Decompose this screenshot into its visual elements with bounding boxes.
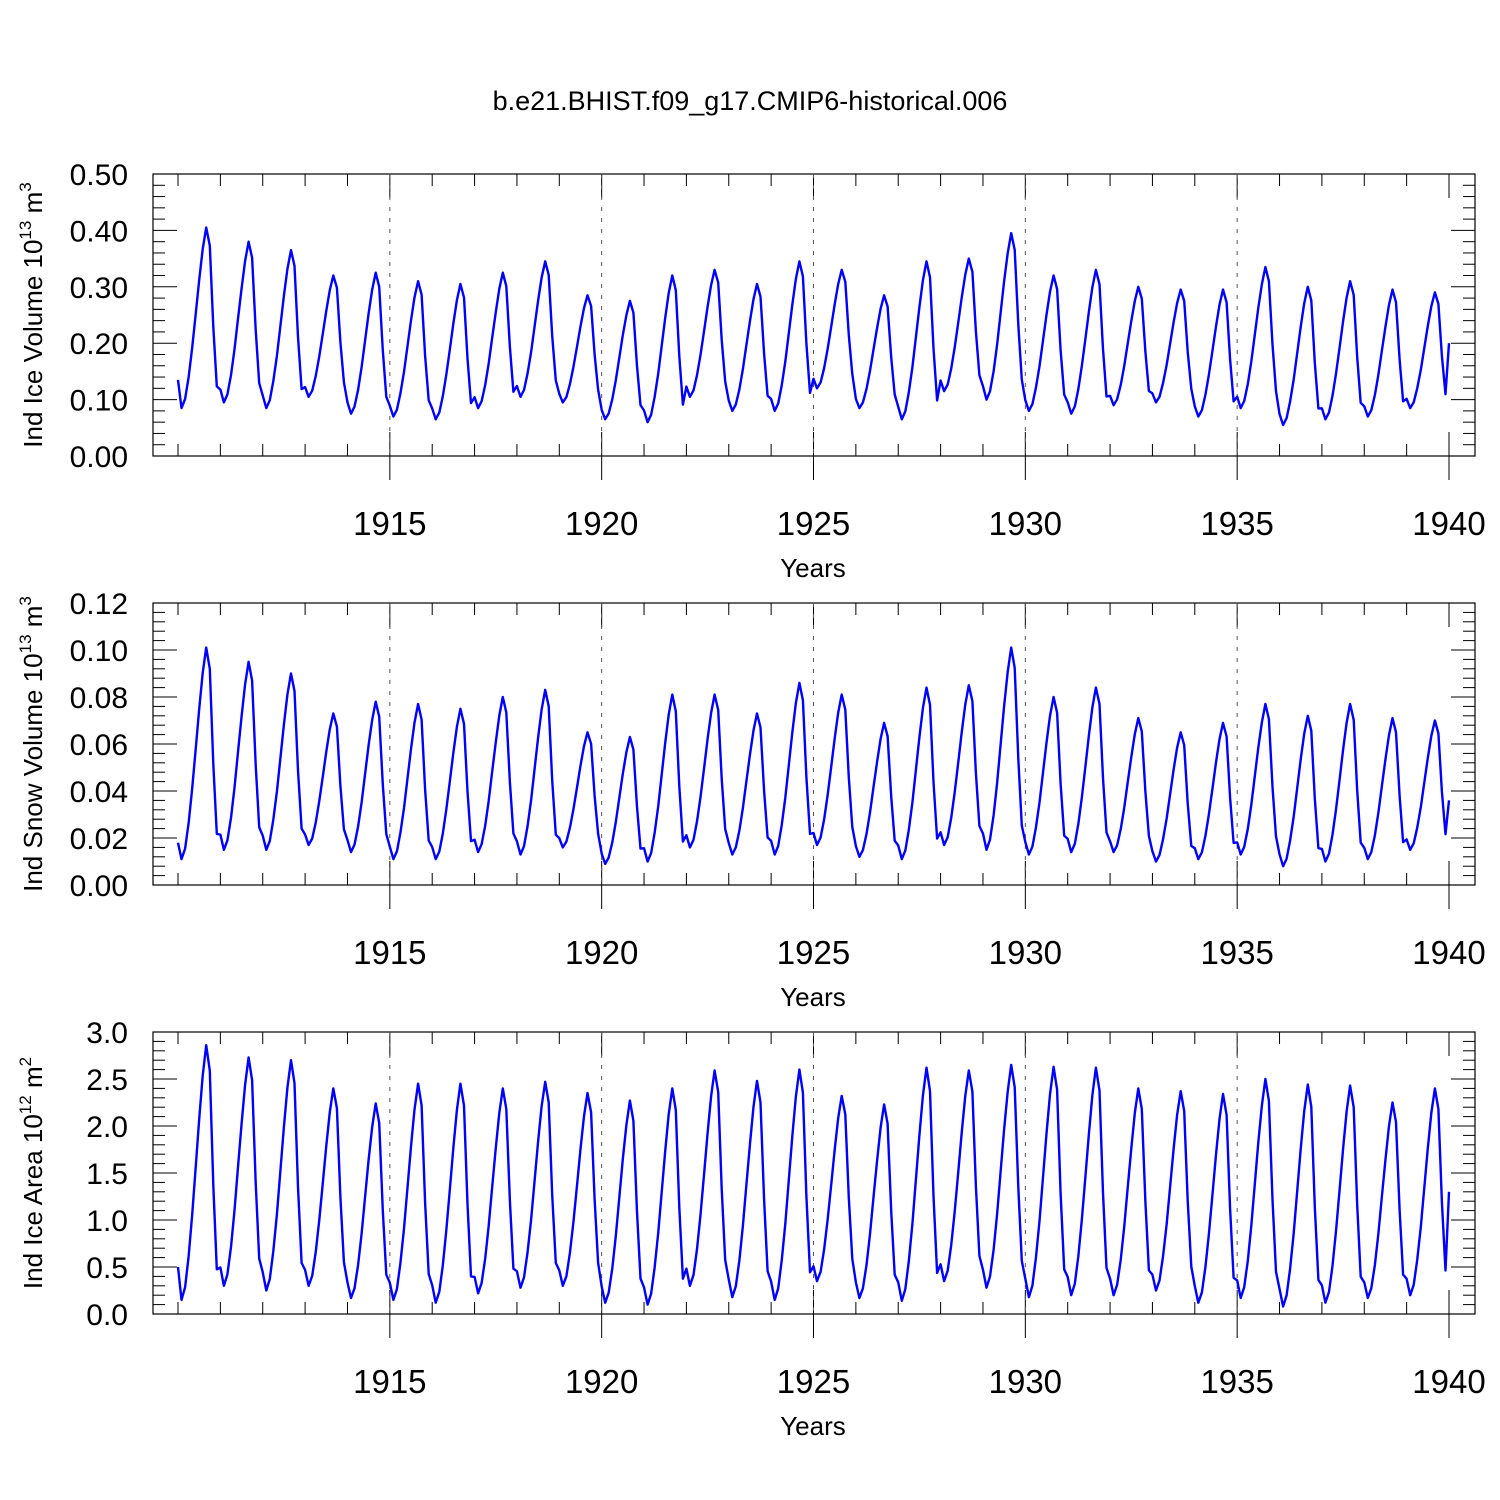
y-tick-label: 0.0 — [86, 1299, 128, 1332]
series-line — [176, 1044, 1451, 1308]
x-tick-label: 1935 — [1200, 934, 1273, 971]
y-tick-label: 0.10 — [70, 385, 128, 418]
y-tick-label: 1.0 — [86, 1205, 128, 1238]
y-tick-label: 0.50 — [70, 159, 128, 192]
y-tick-label: 1.5 — [86, 1158, 128, 1191]
y-tick-label: 2.0 — [86, 1111, 128, 1144]
series-line — [176, 646, 1451, 868]
chart-panel-1: 0.00 0.10 0.20 0.30 0.40 0.50 1915 1920 1925 1930… — [16, 159, 1486, 583]
y-tick-label: 0.00 — [70, 870, 128, 903]
y-tick-label: 0.08 — [70, 682, 128, 715]
y-tick-label: 0.40 — [70, 215, 128, 248]
x-tick-label: 1930 — [989, 505, 1062, 542]
chart-panel-2: 0.00 0.02 0.04 0.06 0.08 0.10 0.12 1915 1920 1925… — [16, 588, 1486, 1012]
y-axis-title: Ind Ice Area 1012 m2 — [16, 1057, 48, 1289]
x-tick-label: 1935 — [1200, 1363, 1273, 1400]
x-tick-label: 1940 — [1412, 505, 1485, 542]
x-tick-label: 1935 — [1200, 505, 1273, 542]
y-tick-label: 0.04 — [70, 776, 128, 809]
y-tick-label: 0.5 — [86, 1252, 128, 1285]
y-tick-label: 3.0 — [86, 1017, 128, 1050]
x-tick-label: 1925 — [777, 934, 850, 971]
x-tick-label: 1920 — [565, 934, 638, 971]
y-axis-title: Ind Snow Volume 1013 m3 — [16, 596, 48, 892]
x-tick-label: 1920 — [565, 505, 638, 542]
x-tick-label: 1930 — [989, 934, 1062, 971]
x-tick-label: 1915 — [353, 934, 426, 971]
chart-panel-3: 0.0 0.5 1.0 1.5 2.0 2.5 3.0 1915 1920 1925 1930 193… — [16, 1017, 1486, 1441]
series-line — [176, 226, 1451, 427]
y-tick-label: 0.06 — [70, 729, 128, 762]
x-tick-label: 1915 — [353, 505, 426, 542]
y-tick-label: 0.30 — [70, 272, 128, 305]
y-tick-label: 0.00 — [70, 441, 128, 474]
x-tick-label: 1925 — [777, 505, 850, 542]
page-title: b.e21.BHIST.f09_g17.CMIP6-historical.006 — [493, 86, 1008, 116]
x-axis-title: Years — [780, 553, 846, 583]
x-axis-title: Years — [780, 1411, 846, 1441]
y-tick-label: 0.20 — [70, 328, 128, 361]
y-tick-label: 0.02 — [70, 823, 128, 856]
x-axis-title: Years — [780, 982, 846, 1012]
y-tick-label: 0.12 — [70, 588, 128, 621]
x-tick-label: 1915 — [353, 1363, 426, 1400]
x-tick-label: 1920 — [565, 1363, 638, 1400]
x-tick-label: 1940 — [1412, 1363, 1485, 1400]
y-axis-title: Ind Ice Volume 1013 m3 — [16, 182, 48, 447]
x-tick-label: 1940 — [1412, 934, 1485, 971]
y-tick-label: 2.5 — [86, 1064, 128, 1097]
x-tick-label: 1925 — [777, 1363, 850, 1400]
x-tick-label: 1930 — [989, 1363, 1062, 1400]
y-tick-label: 0.10 — [70, 635, 128, 668]
